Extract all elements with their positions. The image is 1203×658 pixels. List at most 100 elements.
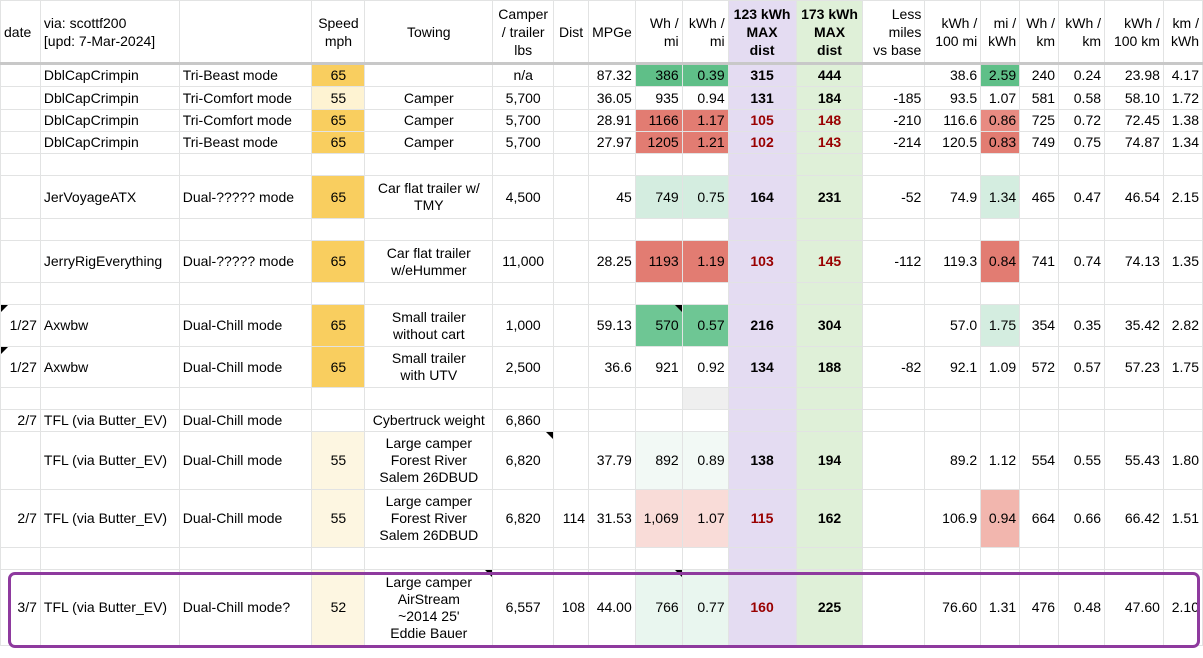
header-mi-kwh[interactable]: mi / kWh [980, 0, 1021, 65]
cell-max-173[interactable]: 231 [795, 175, 864, 219]
header-wh-mi[interactable]: Wh / mi [634, 0, 683, 65]
cell-mpge[interactable]: 31.53 [588, 489, 636, 548]
cell-speed[interactable]: 55 [311, 86, 366, 110]
cell-km-kwh[interactable]: 1.35 [1162, 240, 1203, 283]
cell-dist[interactable]: 114 [553, 489, 590, 548]
header-mpge[interactable]: MPGe [588, 0, 636, 65]
cell-date[interactable] [0, 131, 41, 154]
cell-kwh-100mi[interactable]: 76.60 [924, 569, 982, 646]
cell-kwh-100mi[interactable]: 74.9 [924, 175, 982, 219]
cell-mi-kwh[interactable]: 0.83 [980, 131, 1021, 154]
header-max-173[interactable]: 173 kWh MAX dist [795, 0, 864, 65]
cell-camper[interactable]: 1,000 [492, 304, 555, 347]
cell-kwh-km[interactable]: 0.74 [1058, 240, 1106, 283]
cell-dist[interactable] [553, 175, 590, 219]
header-speed[interactable]: Speed mph [311, 0, 366, 65]
header-wh-km[interactable]: Wh / km [1019, 0, 1060, 65]
cell-speed[interactable]: 65 [311, 175, 366, 219]
cell-kwh-mi[interactable]: 0.75 [681, 175, 729, 219]
header-km-kwh[interactable]: km / kWh [1162, 0, 1203, 65]
cell-kwh-km[interactable]: 0.57 [1058, 346, 1106, 388]
cell-wh-km[interactable]: 240 [1019, 63, 1060, 87]
cell-source[interactable]: TFL (via Butter_EV) [39, 569, 180, 646]
cell-mode[interactable]: Dual-????? mode [178, 175, 313, 219]
cell-speed[interactable]: 65 [311, 304, 366, 347]
cell-kwh-mi[interactable]: 1.21 [681, 131, 729, 154]
cell-wh-km[interactable]: 465 [1019, 175, 1060, 219]
cell-mode[interactable]: Dual-Chill mode [178, 304, 313, 347]
cell-mpge[interactable]: 37.79 [588, 431, 636, 490]
cell-max-173[interactable]: 194 [795, 431, 864, 490]
cell-source[interactable]: Axwbw [39, 304, 180, 347]
cell-mode[interactable]: Dual-Chill mode [178, 409, 313, 432]
cell-kwh-km[interactable]: 0.55 [1058, 431, 1106, 490]
cell-km-kwh[interactable]: 1.34 [1162, 131, 1203, 154]
cell-wh-mi[interactable]: 749 [634, 175, 683, 219]
cell-date[interactable]: 2/7 [0, 489, 41, 548]
cell-kwh-100km[interactable]: 35.42 [1104, 304, 1164, 347]
cell-date[interactable]: 2/7 [0, 409, 41, 432]
header-mode[interactable] [178, 0, 313, 65]
cell-km-kwh[interactable]: 4.17 [1162, 63, 1203, 87]
cell-date[interactable] [0, 109, 41, 132]
cell-max-173[interactable]: 444 [795, 63, 864, 87]
cell-camper[interactable]: 6,860 [492, 409, 555, 432]
cell-kwh-mi[interactable]: 1.17 [681, 109, 729, 132]
cell-mode[interactable]: Tri-Comfort mode [178, 109, 313, 132]
cell-kwh-km[interactable]: 0.24 [1058, 63, 1106, 87]
cell-date[interactable] [0, 431, 41, 490]
header-via[interactable]: via: scottf200 [upd: 7-Mar-2024] [39, 0, 180, 65]
cell-speed[interactable]: 65 [311, 63, 366, 87]
cell-kwh-100mi[interactable]: 92.1 [924, 346, 982, 388]
cell-less-miles[interactable] [862, 63, 926, 87]
header-date[interactable]: date [0, 0, 41, 65]
cell-max-123[interactable]: 115 [727, 489, 797, 548]
cell-kwh-100mi[interactable]: 57.0 [924, 304, 982, 347]
cell-kwh-100km[interactable]: 58.10 [1104, 86, 1164, 110]
cell-wh-mi[interactable]: 892 [634, 431, 683, 490]
cell-date[interactable] [0, 175, 41, 219]
cell-kwh-100km[interactable]: 23.98 [1104, 63, 1164, 87]
cell-source[interactable]: Axwbw [39, 346, 180, 388]
cell-source[interactable]: JerVoyageATX [39, 175, 180, 219]
cell-wh-mi[interactable]: 386 [634, 63, 683, 87]
header-max-123[interactable]: 123 kWh MAX dist [727, 0, 797, 65]
cell-wh-mi[interactable]: 1166 [634, 109, 683, 132]
cell-dist[interactable] [553, 431, 590, 490]
cell-mi-kwh[interactable]: 1.09 [980, 346, 1021, 388]
cell-speed[interactable]: 65 [311, 131, 366, 154]
cell-mpge[interactable]: 28.91 [588, 109, 636, 132]
cell-speed[interactable]: 65 [311, 109, 366, 132]
cell-kwh-km[interactable]: 0.35 [1058, 304, 1106, 347]
cell-dist[interactable] [553, 304, 590, 347]
cell-less-miles[interactable]: -82 [862, 346, 926, 388]
cell-towing[interactable]: Cybertruck weight [364, 409, 494, 432]
cell-towing[interactable] [364, 63, 494, 87]
header-camper[interactable]: Camper / trailer lbs [492, 0, 555, 65]
cell-mode[interactable]: Tri-Beast mode [178, 131, 313, 154]
cell-less-miles[interactable] [862, 304, 926, 347]
cell-wh-mi[interactable]: 921 [634, 346, 683, 388]
cell-towing[interactable]: Camper [364, 109, 494, 132]
cell-mpge[interactable]: 44.00 [588, 569, 636, 646]
cell-speed[interactable]: 65 [311, 240, 366, 283]
cell-speed[interactable] [311, 409, 366, 432]
cell-max-173[interactable]: 162 [795, 489, 864, 548]
cell-mpge[interactable]: 36.05 [588, 86, 636, 110]
cell-camper[interactable]: 5,700 [492, 131, 555, 154]
cell-mode[interactable]: Dual-Chill mode? [178, 569, 313, 646]
cell-dist[interactable]: 108 [553, 569, 590, 646]
cell-kwh-100km[interactable]: 74.13 [1104, 240, 1164, 283]
cell-wh-mi[interactable]: 935 [634, 86, 683, 110]
cell-wh-km[interactable]: 725 [1019, 109, 1060, 132]
cell-date[interactable] [0, 240, 41, 283]
cell-less-miles[interactable]: -210 [862, 109, 926, 132]
cell-km-kwh[interactable]: 1.38 [1162, 109, 1203, 132]
cell-max-123[interactable]: 138 [727, 431, 797, 490]
cell-wh-mi[interactable]: 1205 [634, 131, 683, 154]
cell-max-123[interactable]: 102 [727, 131, 797, 154]
cell-mode[interactable]: Dual-????? mode [178, 240, 313, 283]
cell-mi-kwh[interactable]: 1.34 [980, 175, 1021, 219]
header-kwh-100km[interactable]: kWh /100 km [1104, 0, 1164, 65]
cell-kwh-mi[interactable]: 0.94 [681, 86, 729, 110]
